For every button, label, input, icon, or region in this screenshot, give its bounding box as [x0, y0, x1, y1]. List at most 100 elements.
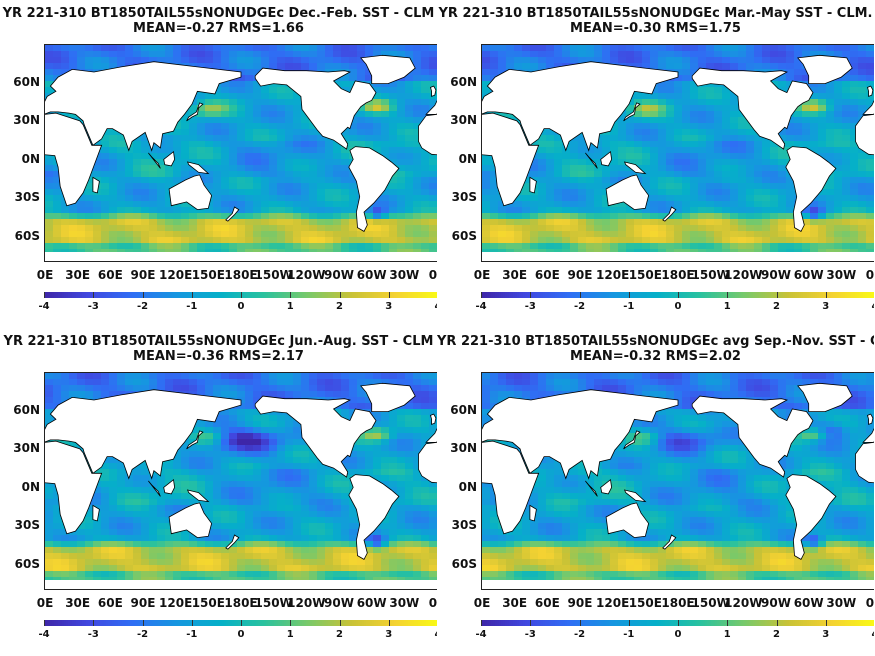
lon-tick-label: 0E [428, 268, 437, 282]
colorbar-tick-mark [93, 292, 95, 298]
lon-tick-label: 90E [567, 596, 593, 610]
landmass [148, 152, 161, 169]
landmass [360, 382, 416, 412]
landmass [482, 440, 540, 535]
colorbar-tick-label: -4 [38, 301, 50, 312]
lon-tick-label: 120E [159, 268, 193, 282]
lon-tick-label: 120E [596, 268, 630, 282]
map-panel-jja: YR 221-310 BT1850TAIL55sNONUDGEc Jun.-Au… [0, 328, 437, 656]
colorbar-tick-mark [727, 292, 729, 298]
antarctica-landmass [45, 252, 437, 261]
landmass [186, 489, 210, 503]
lon-tick-label: 150W [691, 268, 730, 282]
landmass [168, 502, 213, 539]
colorbar-tick-label: 2 [773, 301, 780, 312]
landmass [585, 152, 598, 169]
lon-tick-label: 0E [865, 596, 874, 610]
landmass [45, 61, 242, 152]
lat-tick-label: 60S [14, 228, 40, 243]
map-title: YR 221-310 BT1850TAIL55sNONUDGEc Dec.-Fe… [0, 6, 437, 36]
lat-tick-label: 60S [14, 556, 40, 571]
lon-tick-label: 120E [159, 596, 193, 610]
landmass [482, 61, 679, 152]
lon-tick-label: 180E [224, 268, 258, 282]
landmass [45, 440, 103, 535]
landmass [360, 54, 416, 84]
landmass [797, 54, 853, 84]
colorbar-tick-mark [579, 620, 581, 626]
landmass [855, 441, 874, 484]
lat-tick-label: 60S [451, 228, 477, 243]
colorbar-tick-mark [579, 292, 581, 298]
lon-tick-label: 120W [287, 596, 326, 610]
lat-tick-label: 0N [21, 479, 40, 494]
lon-tick-label: 150W [254, 268, 293, 282]
lat-tick-label: 60N [450, 74, 477, 89]
map-panel-djf: YR 221-310 BT1850TAIL55sNONUDGEc Dec.-Fe… [0, 0, 437, 328]
title-line: YR 221-310 BT1850TAIL55sNONUDGEc Dec.-Fe… [2, 6, 435, 21]
landmass [623, 161, 647, 175]
lat-tick-label: 30N [13, 441, 40, 456]
colorbar-tick-mark [44, 620, 45, 626]
lon-tick-label: 30W [389, 268, 420, 282]
landmass [163, 478, 176, 495]
colorbar-tick-label: 4 [435, 301, 437, 312]
lon-tick-label: 30W [826, 596, 857, 610]
antarctica-landmass [45, 580, 437, 589]
landmass [529, 176, 537, 194]
lat-tick-label: 60N [13, 74, 40, 89]
colorbar-tick-label: 4 [872, 629, 874, 640]
colorbar [481, 620, 874, 626]
landmass [186, 102, 204, 122]
colorbar-tick-mark [678, 292, 679, 298]
colorbar-tick-mark [388, 292, 390, 298]
lon-tick-label: 90W [324, 596, 354, 610]
lat-tick-label: 30N [450, 441, 477, 456]
landmass [425, 427, 437, 443]
lon-tick-label: 30W [389, 596, 420, 610]
colorbar-tick-mark [530, 292, 532, 298]
colorbar-tick-mark [825, 620, 827, 626]
colorbar-tick-label: 1 [286, 301, 294, 312]
colorbar [44, 620, 437, 626]
colorbar-tick-mark [825, 292, 827, 298]
lat-tick-label: 30N [450, 113, 477, 128]
landmass [662, 206, 677, 222]
colorbar-tick-mark [290, 292, 292, 298]
colorbar-tick-mark [191, 620, 193, 626]
landmass [691, 395, 814, 478]
lon-tick-label: 60E [97, 596, 123, 610]
lon-tick-label: 0E [428, 596, 437, 610]
colorbar-tick-mark [628, 292, 630, 298]
colorbar-tick-label: -3 [524, 301, 536, 312]
landmass [605, 174, 650, 211]
landmass [254, 67, 377, 150]
landmass [348, 474, 400, 560]
lon-tick-label: 150E [191, 596, 225, 610]
lon-tick-label: 150W [254, 596, 293, 610]
colorbar-tick-mark [776, 620, 778, 626]
lon-tick-label: 90W [761, 268, 791, 282]
lon-tick-label: 60W [793, 596, 824, 610]
lon-tick-label: 150E [628, 596, 662, 610]
lon-tick-label: 120E [596, 596, 630, 610]
lon-tick-label: 0E [865, 268, 874, 282]
landmass [862, 99, 874, 115]
landmass [623, 489, 647, 503]
landmass [855, 113, 874, 156]
lon-tick-label: 30E [502, 268, 528, 282]
colorbar-tick-mark [241, 620, 242, 626]
colorbar-tick-mark [481, 292, 482, 298]
colorbar-tick-label: -2 [573, 629, 586, 640]
lat-tick-label: 30S [451, 190, 477, 205]
colorbar-tick-label: 3 [822, 301, 830, 312]
landmass [225, 206, 240, 222]
lon-tick-label: 90E [567, 268, 593, 282]
colorbar-tick-label: 3 [822, 629, 830, 640]
colorbar-tick-label: -4 [475, 301, 487, 312]
landmass [785, 474, 837, 560]
title-line: YR 221-310 BT1850TAIL55sNONUDGEc avg Sep… [437, 334, 874, 349]
lon-tick-label: 180E [661, 596, 695, 610]
stats-line: MEAN=-0.27 RMS=1.66 [133, 21, 304, 36]
colorbar-tick-label: -1 [623, 301, 635, 312]
